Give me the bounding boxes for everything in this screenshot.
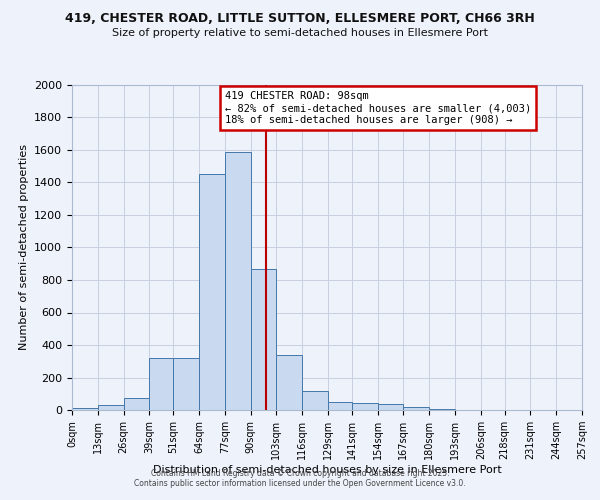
Bar (277, 355, 302, 410)
Text: Size of property relative to semi-detached houses in Ellesmere Port: Size of property relative to semi-detach… (112, 28, 488, 38)
Bar (251, 268, 277, 410)
Bar (403, 407, 429, 410)
Bar (302, 390, 328, 410)
Bar (429, 408, 455, 410)
X-axis label: Distribution of semi-detached houses by size in Ellesmere Port: Distribution of semi-detached houses by … (152, 465, 502, 475)
Bar (124, 398, 149, 410)
Text: 419 CHESTER ROAD: 98sqm
← 82% of semi-detached houses are smaller (4,003)
18% of: 419 CHESTER ROAD: 98sqm ← 82% of semi-de… (225, 92, 531, 124)
Bar (377, 404, 403, 410)
Bar (352, 402, 377, 410)
Bar (199, 174, 225, 410)
Bar (149, 358, 173, 410)
Text: 419, CHESTER ROAD, LITTLE SUTTON, ELLESMERE PORT, CH66 3RH: 419, CHESTER ROAD, LITTLE SUTTON, ELLESM… (65, 12, 535, 26)
Bar (173, 358, 199, 410)
Bar (98, 405, 124, 410)
Bar (225, 152, 251, 410)
Y-axis label: Number of semi-detached properties: Number of semi-detached properties (19, 144, 29, 350)
Text: Contains HM Land Registry data © Crown copyright and database right 2025.: Contains HM Land Registry data © Crown c… (151, 468, 449, 477)
Bar (72, 408, 98, 410)
Text: Contains public sector information licensed under the Open Government Licence v3: Contains public sector information licen… (134, 478, 466, 488)
Bar (328, 402, 352, 410)
